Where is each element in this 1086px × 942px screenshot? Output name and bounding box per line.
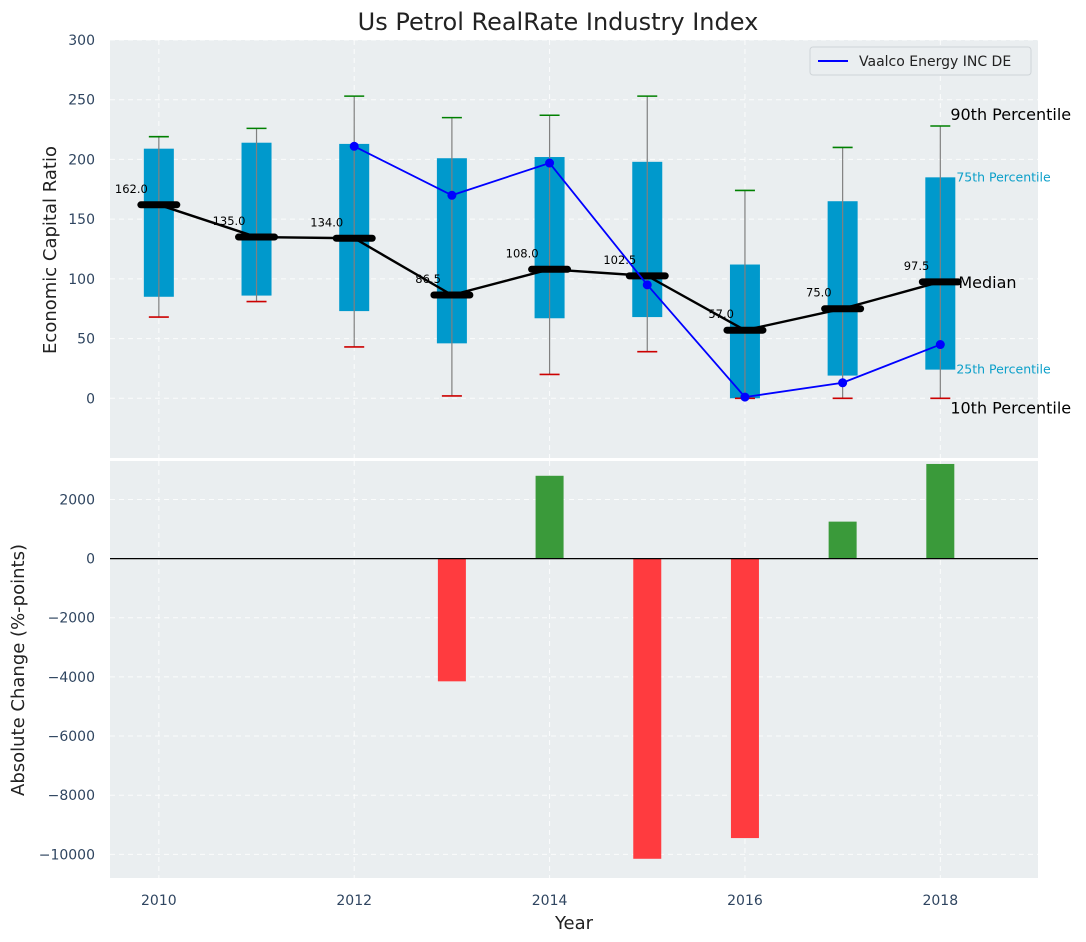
annotation-median: Median bbox=[958, 273, 1016, 292]
company-point-2013 bbox=[447, 190, 457, 200]
bottom-y-tick-label: −6000 bbox=[48, 729, 95, 745]
x-tick-label: 2010 bbox=[141, 893, 177, 909]
annotation-p75: 75th Percentile bbox=[956, 169, 1051, 184]
x-tick-label: 2018 bbox=[922, 893, 958, 909]
x-tick-label: 2012 bbox=[336, 893, 372, 909]
bottom-y-tick-label: −8000 bbox=[48, 788, 95, 804]
median-label-2016: 57.0 bbox=[708, 307, 734, 321]
bottom-y-ticks: −10000 −8000 −6000 −4000 −2000 0 2000 bbox=[39, 492, 95, 863]
bottom-y-tick-label: 2000 bbox=[59, 492, 95, 508]
x-tick-label: 2016 bbox=[727, 893, 763, 909]
change-bar-2018 bbox=[926, 463, 955, 559]
top-y-tick-label: 250 bbox=[68, 93, 95, 109]
change-bar-2014 bbox=[535, 475, 564, 559]
legend[interactable]: Vaalco Energy INC DE bbox=[809, 46, 1032, 76]
bottom-y-tick-label: −2000 bbox=[48, 611, 95, 627]
median-series: 162.0 135.0 134.0 86.5 108.0 102.5 57.0 75.0 97.… bbox=[115, 182, 962, 334]
top-y-axis-label: Economic Capital Ratio bbox=[40, 146, 61, 354]
median-label-2012: 134.0 bbox=[310, 215, 343, 229]
x-axis-label: Year bbox=[554, 913, 594, 934]
annotation-p10: 10th Percentile bbox=[950, 398, 1071, 417]
annotation-p90: 90th Percentile bbox=[950, 105, 1071, 124]
median-label-2015: 102.5 bbox=[603, 253, 636, 267]
top-y-tick-label: 300 bbox=[68, 33, 95, 49]
median-label-2014: 108.0 bbox=[506, 246, 539, 260]
top-y-tick-label: 200 bbox=[68, 152, 95, 168]
company-point-2015 bbox=[642, 280, 652, 290]
legend-frame bbox=[809, 46, 1032, 76]
change-bars bbox=[437, 463, 955, 859]
median-label-2011: 135.0 bbox=[213, 214, 246, 228]
x-ticks: 2010 2012 2014 2016 2018 bbox=[141, 893, 958, 909]
percentile-annotations: 90th Percentile 75th Percentile Median 2… bbox=[950, 105, 1071, 417]
x-tick-label: 2014 bbox=[532, 893, 568, 909]
change-bar-2013 bbox=[437, 558, 466, 682]
median-label-2017: 75.0 bbox=[806, 286, 832, 300]
company-point-2017 bbox=[838, 378, 848, 388]
median-label-2018: 97.5 bbox=[904, 259, 930, 273]
median-label-2010: 162.0 bbox=[115, 182, 148, 196]
median-label-2013: 86.5 bbox=[415, 272, 441, 286]
bottom-y-tick-label: 0 bbox=[86, 552, 95, 568]
change-bar-2015 bbox=[633, 558, 662, 859]
legend-company-label: Vaalco Energy INC DE bbox=[859, 54, 1011, 70]
company-point-2012 bbox=[349, 141, 359, 151]
top-y-tick-label: 150 bbox=[68, 212, 95, 228]
bottom-y-tick-label: −10000 bbox=[39, 847, 95, 863]
annotation-p25: 25th Percentile bbox=[956, 362, 1051, 377]
company-point-2016 bbox=[740, 392, 750, 402]
top-y-tick-label: 0 bbox=[86, 391, 95, 407]
bottom-y-tick-label: −4000 bbox=[48, 670, 95, 686]
company-point-2018 bbox=[935, 340, 945, 350]
top-y-ticks: 0 50 100 150 200 250 300 bbox=[68, 33, 95, 407]
company-point-2014 bbox=[545, 158, 555, 168]
change-bar-2016 bbox=[730, 558, 759, 839]
bottom-y-axis-label: Absolute Change (%-points) bbox=[8, 544, 29, 796]
chart-title: Us Petrol RealRate Industry Index bbox=[358, 8, 759, 36]
top-y-tick-label: 50 bbox=[77, 332, 95, 348]
change-bar-2017 bbox=[828, 521, 857, 559]
company-series bbox=[349, 141, 945, 402]
top-y-tick-label: 100 bbox=[68, 272, 95, 288]
bottom-plot-area bbox=[110, 461, 1038, 878]
